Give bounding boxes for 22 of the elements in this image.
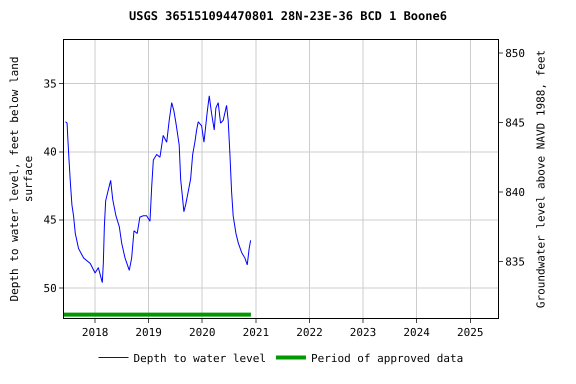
legend-label: Period of approved data xyxy=(310,352,464,365)
chart-title: USGS 365151094470801 28N-23E-36 BCD 1 Boone6 xyxy=(129,8,447,23)
y-tick-label: 45 xyxy=(44,214,57,227)
y-tick-label: 40 xyxy=(44,146,57,159)
y2-axis-title: Groundwater level above NAVD 1988, feet xyxy=(534,50,548,308)
x-tick-label: 2019 xyxy=(135,326,162,340)
x-tick-label: 2020 xyxy=(188,326,216,340)
y-tick-label: 50 xyxy=(44,282,57,295)
legend-label: Depth to water level xyxy=(134,352,266,365)
y2-tick-label: 840 xyxy=(505,186,526,199)
y-axis-title: Depth to water level, feet below land surface xyxy=(8,56,36,302)
y2-tick-label: 850 xyxy=(505,46,526,60)
x-tick-label: 2025 xyxy=(457,326,484,340)
y2-tick-label: 845 xyxy=(505,116,526,130)
y-tick-label: 35 xyxy=(44,77,57,90)
x-tick-label: 2022 xyxy=(296,326,323,340)
y2-tick-label: 835 xyxy=(505,256,526,268)
line-series xyxy=(64,95,252,284)
x-tick-label: 2024 xyxy=(403,326,430,340)
x-tick-label: 2021 xyxy=(242,326,270,340)
x-tick-label: 2018 xyxy=(82,326,108,340)
x-tick-label: 2023 xyxy=(350,326,376,340)
